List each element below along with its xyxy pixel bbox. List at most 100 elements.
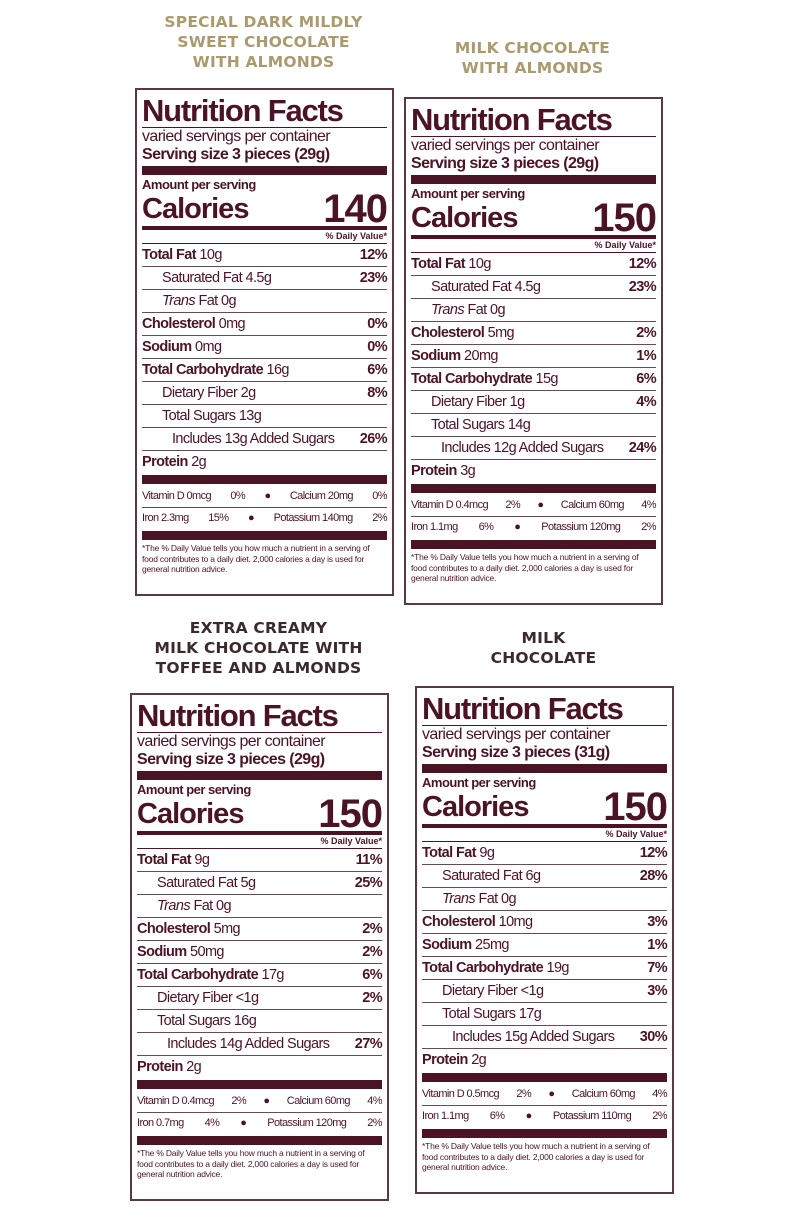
vitamin-a-dv: 6% (489, 1110, 505, 1122)
product-heading-line: CHOCOLATE (490, 649, 597, 667)
nutrient-row: Cholesterol 10mg 3% (422, 910, 668, 933)
nutrient-name-group: Total Sugars 16g (157, 1010, 257, 1032)
serving-size-value: 3 pieces (31g) (512, 744, 610, 761)
vitamin-a-dv: 2% (505, 499, 521, 511)
nutrient-row: Dietary Fiber <1g 3% (422, 979, 668, 1002)
divider-thick (422, 1073, 667, 1082)
calories-label: Calories (142, 193, 249, 225)
vitamin-row: Iron 0.7mg 4% ● Potassium 120mg 2% (137, 1112, 383, 1134)
nutrient-daily-value: 6% (636, 371, 656, 387)
nutrient-daily-value: 1% (636, 348, 656, 364)
nutrient-row: Sodium 20mg 1% (411, 344, 657, 367)
nutrient-amount: 0mg (218, 316, 246, 332)
nutrient-name-group: Dietary Fiber 1g (431, 391, 525, 413)
nutrient-amount: <1g (520, 983, 544, 999)
nutrient-amount: 50mg (190, 944, 224, 960)
nutrient-amount: 1g (509, 394, 526, 410)
product-heading-line: WITH ALMONDS (192, 53, 335, 71)
nutrient-name-group: Protein 2g (142, 451, 207, 473)
nutrient-name-group: Sodium 50mg (137, 941, 224, 963)
nutrient-row: Cholesterol 5mg 2% (137, 917, 383, 940)
vitamin-row: Vitamin D 0.5mcg 2% ● Calcium 60mg 4% (422, 1084, 668, 1105)
nutrient-name-group: Total Fat 9g (137, 849, 210, 871)
calories-row: Calories 150 (411, 198, 657, 238)
nutrient-amount: 10mg (498, 914, 533, 930)
nutrient-name-group: Protein 3g (411, 460, 476, 482)
serving-size-label: Serving size (137, 751, 224, 768)
bullet-icon: ● (537, 499, 544, 511)
nutrient-amount: 19g (546, 960, 570, 976)
nutrient-row: Trans Fat 0g (137, 894, 382, 917)
vitamin-a: Iron 0.7mg (137, 1117, 184, 1129)
vitamin-a: Vitamin D 0mcg (142, 490, 212, 502)
nutrition-facts-title: Nutrition Facts (142, 94, 387, 128)
nutrient-name-group: Includes 12g Added Sugars (441, 437, 604, 459)
calories-label: Calories (422, 791, 529, 823)
nutrient-daily-value: 23% (359, 270, 388, 286)
nutrient-name-group: Sodium 20mg (411, 345, 498, 367)
nutrient-amount: 17g (261, 967, 285, 983)
divider-thick (411, 540, 656, 549)
nutrient-name-group: Total Fat 10g (411, 253, 491, 275)
nutrient-amount: 6g (525, 868, 542, 884)
nutrient-amount: Fat 0g (478, 891, 516, 907)
nutrient-daily-value: 30% (639, 1029, 668, 1045)
nutrient-daily-value: 26% (359, 431, 388, 447)
nutrient-row: Sodium 0mg 0% (142, 335, 388, 358)
nutrient-name-group: Trans Fat 0g (157, 895, 232, 917)
nutrient-name-group: Total Sugars 17g (442, 1003, 542, 1025)
nutrient-label: Sodium (422, 937, 472, 953)
nutrient-daily-value: 12% (639, 845, 668, 861)
bullet-icon: ● (264, 490, 271, 502)
nutrient-amount: 17g (518, 1006, 542, 1022)
nutrient-daily-value: 12% (359, 247, 388, 263)
vitamin-b-dv: 2% (652, 1110, 667, 1122)
bullet-icon: ● (548, 1088, 555, 1100)
nutrient-daily-value: 0% (367, 339, 387, 355)
nutrient-row: Saturated Fat 5g 25% (137, 871, 383, 894)
nutrient-row: Total Carbohydrate 17g 6% (137, 963, 383, 986)
divider-thick (411, 484, 656, 493)
amount-per-serving: Amount per serving (142, 177, 256, 192)
servings-per-container: varied servings per container (411, 137, 600, 154)
nutrient-amount: 16g (266, 362, 290, 378)
nutrient-label: Dietary Fiber (442, 983, 518, 999)
nutrient-amount: 2g (191, 454, 207, 470)
nutrient-label: Total Fat (411, 256, 466, 272)
nutrient-name-group: Cholesterol 5mg (411, 322, 515, 344)
nutrient-daily-value: 8% (367, 385, 387, 401)
nutrient-row: Includes 12g Added Sugars 24% (411, 436, 657, 459)
nutrient-row: Sodium 50mg 2% (137, 940, 383, 963)
vitamin-row: Vitamin D 0mcg 0% ● Calcium 20mg 0% (142, 486, 388, 507)
nutrient-daily-value: 6% (367, 362, 387, 378)
nutrient-label: Total Carbohydrate (137, 967, 259, 983)
nutrient-label: Total Sugars (162, 408, 236, 424)
bullet-icon: ● (263, 1095, 270, 1107)
nutrient-label: Includes 15g Added Sugars (452, 1029, 615, 1045)
vitamin-b-dv: 0% (372, 490, 387, 502)
bullet-icon: ● (240, 1117, 247, 1129)
nutrient-amount: 9g (194, 852, 210, 868)
nutrient-amount: Fat 0g (193, 898, 231, 914)
nutrient-row: Saturated Fat 4.5g 23% (411, 275, 657, 298)
nutrient-label: Trans (431, 302, 465, 318)
nutrition-facts-panel: Nutrition Facts varied servings per conta… (135, 88, 394, 596)
bullet-icon: ● (248, 512, 255, 524)
nutrient-daily-value: 2% (362, 990, 382, 1006)
nutrient-name-group: Saturated Fat 6g (442, 865, 542, 887)
nutrient-daily-value: 2% (362, 944, 382, 960)
vitamin-a: Iron 1.1mg (411, 521, 458, 533)
serving-size: Serving size 3 pieces (29g) (142, 146, 387, 164)
nutrient-label: Total Carbohydrate (422, 960, 544, 976)
nutrient-name-group: Protein 2g (137, 1056, 202, 1078)
nutrient-label: Trans (442, 891, 476, 907)
servings-per-container: varied servings per container (142, 128, 331, 145)
daily-value-header: % Daily Value* (411, 239, 656, 253)
divider-thick (142, 166, 387, 175)
product-heading-line: SWEET CHOCOLATE (177, 33, 350, 51)
nutrient-row: Dietary Fiber 2g 8% (142, 381, 388, 404)
calories-value: 150 (603, 785, 668, 829)
nutrient-name-group: Sodium 0mg (142, 336, 222, 358)
nutrient-label: Total Fat (137, 852, 192, 868)
vitamin-b: Potassium 140mg (273, 512, 354, 524)
